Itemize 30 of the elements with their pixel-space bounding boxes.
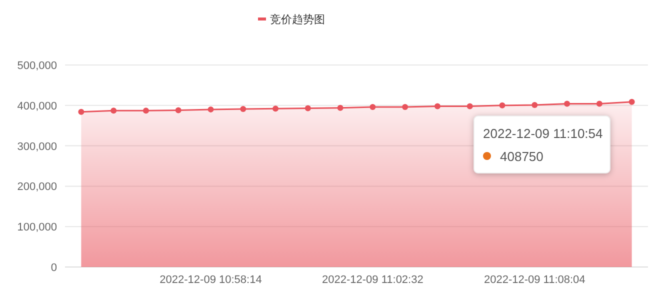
point [240, 106, 246, 112]
annotation: 2022-12-09 11:10:54 [483, 126, 603, 141]
y-tick-label: 300,000 [17, 140, 57, 153]
point [304, 105, 311, 112]
annotation: 408750 [500, 149, 544, 164]
point [466, 103, 473, 110]
point [564, 100, 570, 107]
point [596, 100, 602, 107]
y-tick-label: 0 [50, 262, 57, 274]
point [532, 102, 538, 108]
y-tick-label: 400,000 [17, 100, 57, 112]
point [110, 108, 117, 114]
point [499, 102, 506, 108]
y-tick-label: 200,000 [17, 181, 57, 194]
point [402, 104, 408, 110]
point [434, 103, 440, 110]
x-tick-label: 2022-12-09 10:58:14 [160, 274, 262, 286]
point [175, 107, 182, 114]
point [78, 108, 84, 115]
point [370, 104, 376, 110]
x-tick-label: 2022-12-09 11:08:04 [484, 274, 586, 286]
point [628, 98, 635, 105]
point [208, 106, 214, 112]
x-tick-label: 2022-12-09 11:02:32 [322, 274, 424, 286]
legend-label: 竞价趋势图 [270, 13, 325, 26]
point [337, 104, 344, 111]
y-tick-label: 100,000 [17, 222, 57, 234]
point [272, 106, 279, 112]
y-tick-label: 500,000 [17, 60, 57, 72]
point [142, 108, 149, 114]
